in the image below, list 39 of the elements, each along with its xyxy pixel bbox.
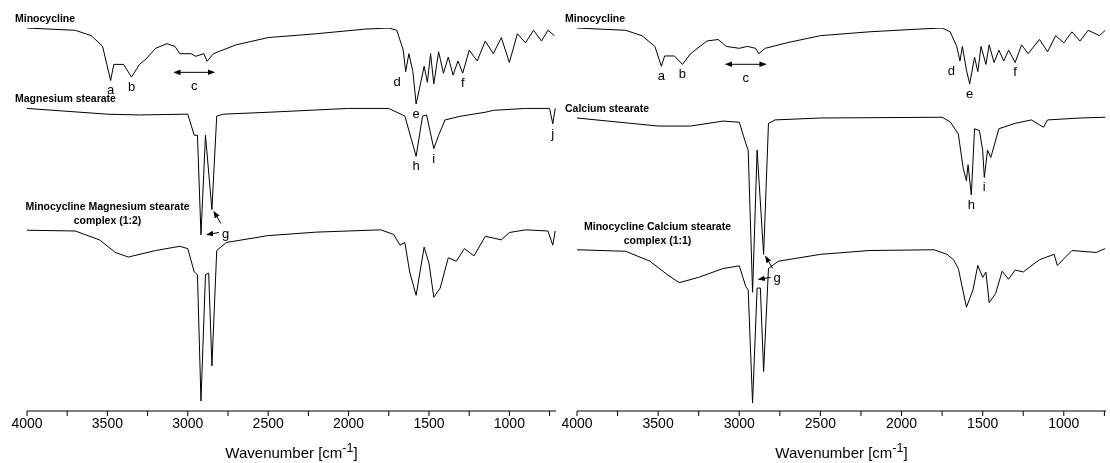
x-tick-label: 2500 — [252, 414, 284, 431]
annotation: g — [221, 225, 230, 241]
annotation: f — [1013, 64, 1018, 80]
annotation: h — [967, 196, 975, 212]
x-tick-label: 2500 — [804, 414, 837, 431]
annotation: b — [127, 79, 136, 95]
x-axis-title: Wavenumber [cm$^{-1}$] — [774, 441, 909, 461]
annotation: e — [412, 105, 420, 121]
series-label: Calcium stearate — [565, 101, 651, 116]
annotation: b — [678, 66, 687, 82]
x-tick-label: 3500 — [91, 414, 124, 431]
x-tick-label: 2000 — [333, 414, 365, 431]
x-axis-title: Wavenumber [cm$^{-1}$] — [224, 441, 359, 461]
annotation: d — [393, 73, 401, 89]
x-tick-label: 1500 — [413, 414, 445, 431]
legend-label: Minocycline Magnesium stearate complex (1:2) — [24, 199, 191, 228]
x-tick-label: 4000 — [11, 414, 43, 431]
annotation: d — [947, 62, 955, 78]
x-tick-label: 2000 — [885, 414, 918, 431]
x-tick-label: 4000 — [561, 414, 593, 431]
annotation: g — [773, 270, 781, 286]
annotation: f — [460, 75, 465, 91]
annotation: j — [550, 125, 555, 141]
annotation: c — [742, 70, 750, 86]
annotation: e — [966, 85, 974, 101]
x-tick-label: 3000 — [172, 414, 204, 431]
x-tick-label: 3000 — [723, 414, 756, 431]
series-label: Minocycline Calcium stearate complex (1:1) — [582, 218, 733, 247]
annotation: i — [432, 150, 436, 166]
x-tick-label: 1000 — [1048, 414, 1080, 431]
series-label: Minocycline — [15, 11, 77, 25]
annotation: a — [657, 68, 666, 84]
x-tick-label: 1000 — [493, 414, 526, 431]
series-label: Minocycline — [565, 11, 627, 25]
x-tick-label: 1500 — [967, 414, 999, 431]
annotation: i — [982, 179, 986, 195]
annotation: c — [190, 78, 198, 94]
x-tick-label: 3500 — [642, 414, 674, 431]
annotation: h — [412, 158, 420, 174]
